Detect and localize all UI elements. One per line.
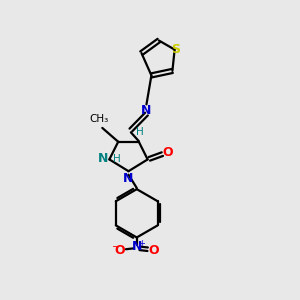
Text: N: N <box>98 152 108 165</box>
Text: S: S <box>172 43 181 56</box>
Text: H: H <box>136 127 144 137</box>
Text: N: N <box>141 104 152 117</box>
Text: O: O <box>115 244 125 257</box>
Text: N: N <box>132 240 142 253</box>
Text: N: N <box>123 172 134 185</box>
Text: O: O <box>162 146 173 159</box>
Text: +: + <box>138 239 145 248</box>
Text: −: − <box>112 242 120 252</box>
Text: O: O <box>148 244 159 257</box>
Text: H: H <box>113 154 121 164</box>
Text: CH₃: CH₃ <box>89 114 108 124</box>
